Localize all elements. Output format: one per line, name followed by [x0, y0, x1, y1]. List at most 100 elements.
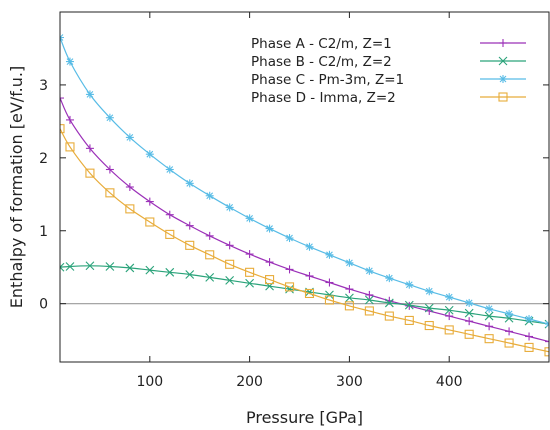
data-point	[499, 75, 507, 83]
series-group	[60, 261, 549, 329]
data-point	[345, 258, 354, 267]
y-axis-title: Enthalpy of formation [eV/f.u.]	[7, 66, 26, 308]
series-group	[60, 94, 549, 346]
data-point	[225, 241, 234, 250]
data-point	[165, 165, 174, 174]
data-point	[165, 210, 174, 219]
data-point	[485, 304, 494, 313]
data-point	[465, 317, 474, 326]
data-point	[185, 270, 195, 279]
data-point	[305, 242, 314, 251]
data-point	[505, 309, 514, 318]
data-point	[65, 57, 74, 66]
legend-label: Phase A - C2/m, Z=1	[251, 36, 392, 52]
data-point	[205, 273, 215, 282]
data-point	[105, 188, 115, 198]
data-point	[545, 320, 549, 329]
data-point	[405, 280, 414, 289]
data-point	[105, 165, 114, 174]
data-point	[145, 150, 154, 159]
data-point	[265, 275, 275, 285]
data-point	[305, 271, 314, 280]
data-point	[205, 250, 215, 260]
legend-label: Phase B - C2/m, Z=2	[251, 54, 392, 70]
data-point	[365, 290, 374, 299]
data-point	[324, 295, 334, 305]
data-point	[265, 258, 274, 267]
data-point	[145, 197, 154, 206]
data-point	[225, 275, 235, 285]
data-point	[444, 305, 454, 315]
data-point	[364, 306, 374, 316]
data-point	[404, 315, 414, 325]
data-point	[484, 334, 494, 344]
data-point	[185, 221, 194, 230]
data-point	[365, 266, 374, 275]
data-point	[545, 337, 549, 346]
data-point	[364, 295, 374, 305]
data-point	[85, 261, 95, 271]
y-tick-label: 1	[39, 224, 48, 240]
data-point	[465, 298, 474, 307]
data-point	[185, 240, 195, 250]
data-point	[385, 274, 394, 283]
data-point	[265, 224, 274, 233]
data-point	[424, 303, 434, 313]
data-point	[498, 92, 508, 102]
data-point	[65, 262, 75, 271]
plot-frame	[59, 11, 550, 363]
data-point	[505, 327, 514, 336]
data-point	[424, 320, 434, 331]
data-point	[445, 293, 454, 302]
y-tick-label: 2	[39, 151, 48, 167]
x-tick-label: 300	[336, 374, 363, 390]
series-group	[60, 33, 549, 329]
data-point	[205, 191, 214, 200]
data-point	[245, 267, 255, 277]
data-point	[404, 300, 414, 310]
data-point	[85, 168, 95, 178]
data-point	[524, 342, 534, 352]
data-point	[525, 332, 534, 341]
data-point	[504, 338, 514, 348]
x-tick-label: 200	[236, 374, 263, 390]
y-tick-label: 0	[39, 297, 48, 313]
data-point	[345, 285, 354, 294]
data-point	[499, 39, 507, 47]
data-point	[60, 262, 65, 272]
data-point	[504, 313, 514, 323]
data-point	[225, 203, 234, 212]
x-tick-label: 100	[136, 374, 163, 390]
data-point	[384, 311, 394, 321]
data-point	[60, 124, 65, 134]
data-point	[325, 278, 334, 287]
data-point	[245, 214, 254, 223]
x-axis-title: Pressure [GPa]	[246, 408, 363, 427]
series-group	[60, 124, 549, 357]
data-point	[345, 293, 354, 303]
data-point	[125, 204, 135, 214]
data-point	[165, 229, 175, 239]
data-point	[105, 113, 114, 122]
data-point	[145, 217, 155, 227]
data-point	[125, 183, 134, 191]
legend-label: Phase C - Pm-3m, Z=1	[251, 72, 404, 88]
data-point	[425, 287, 434, 296]
data-point	[464, 329, 474, 339]
data-point	[145, 265, 155, 275]
x-tick-label: 400	[436, 374, 463, 390]
data-point	[125, 263, 135, 273]
data-point	[65, 142, 75, 152]
data-point	[85, 90, 94, 99]
data-point	[60, 33, 64, 42]
data-point	[285, 265, 294, 274]
data-point	[304, 288, 315, 299]
data-point	[325, 290, 334, 300]
data-point	[60, 94, 64, 103]
data-point	[284, 282, 295, 292]
data-point	[125, 133, 134, 142]
data-point	[165, 267, 175, 277]
data-point	[205, 231, 214, 240]
data-point	[444, 325, 454, 335]
